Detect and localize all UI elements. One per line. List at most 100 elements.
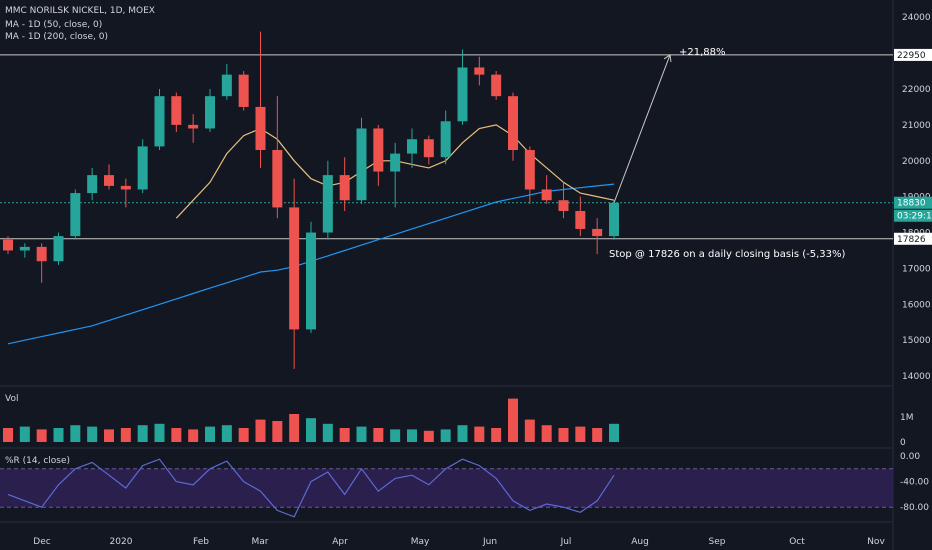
volume-bar (188, 429, 199, 442)
candle (238, 74, 249, 107)
wr-legend: %R (14, close) (5, 456, 71, 466)
candle (592, 228, 603, 237)
candle (120, 185, 131, 190)
wr-tick-label: 0.00 (900, 452, 920, 462)
volume-bar (524, 419, 535, 442)
ma200-legend: MA - 1D (200, close, 0) (5, 32, 108, 42)
volume-bar (457, 425, 468, 442)
stop-price-label: 17826 (897, 235, 926, 245)
volume-bar (339, 428, 350, 442)
volume-bar (474, 426, 485, 442)
candle (137, 146, 148, 190)
volume-bar (87, 426, 98, 442)
candle (272, 150, 283, 208)
x-tick-label: 2020 (110, 537, 133, 547)
projection-arrow (613, 54, 671, 203)
x-tick-label: May (411, 537, 430, 547)
countdown-label-bg (894, 209, 932, 222)
x-tick-label: Mar (252, 537, 269, 547)
volume-bar (137, 425, 148, 442)
countdown-label: 03:29:16 (897, 212, 932, 222)
x-tick-label: Nov (867, 537, 885, 547)
volume-bar (53, 428, 64, 442)
candle (19, 246, 30, 251)
volume-bar (508, 398, 518, 442)
y-tick-label: 16000 (902, 300, 931, 310)
candle (306, 232, 316, 330)
wr-tick-label: -40.00 (900, 478, 929, 488)
volume-bar (440, 429, 451, 442)
volume-bar (289, 414, 300, 442)
x-tick-label: Aug (631, 537, 649, 547)
volume-bar (36, 429, 47, 442)
candle (440, 121, 451, 158)
volume-bar (356, 426, 367, 442)
wr-band (0, 468, 893, 508)
candle (3, 239, 13, 251)
candle (407, 139, 417, 154)
current-price-label: 18830 (897, 199, 926, 209)
volume-bar (221, 425, 232, 442)
candle (322, 175, 333, 233)
current-price-label-bg (894, 196, 932, 209)
volume-bar (407, 429, 417, 442)
candle (339, 175, 350, 201)
candle (205, 96, 215, 129)
volume-bar (541, 425, 552, 442)
candle (154, 96, 165, 147)
candle (87, 175, 98, 194)
volume-legend: Vol (5, 394, 19, 404)
candle (356, 128, 367, 201)
ma50-legend: MA - 1D (50, close, 0) (5, 20, 103, 30)
target-price-label: 22950 (897, 51, 926, 61)
volume-bar (306, 418, 316, 442)
x-tick-label: Feb (193, 537, 209, 547)
x-tick-label: Sep (709, 537, 726, 547)
volume-bar (491, 428, 502, 442)
candle (390, 153, 401, 172)
candle (36, 246, 47, 262)
y-tick-label: 20000 (902, 157, 931, 167)
candle (609, 202, 619, 237)
x-tick-label: Oct (789, 537, 805, 547)
candle (171, 96, 182, 125)
stop-annotation: Stop @ 17826 on a daily closing basis (-… (609, 249, 846, 260)
y-tick-label: 15000 (902, 336, 931, 346)
volume-bar (592, 428, 603, 442)
candle (70, 193, 81, 237)
stop-price-label-bg (894, 232, 932, 245)
candle (524, 150, 535, 190)
volume-bar (3, 428, 13, 442)
candle (373, 128, 384, 172)
candle (457, 67, 468, 122)
candle (104, 175, 114, 186)
y-tick-label: 17000 (902, 264, 931, 274)
symbol-legend: MMC NORILSK NICKEL, 1D, MOEX (5, 6, 155, 16)
volume-bar (255, 419, 266, 442)
y-tick-label: 21000 (902, 121, 931, 131)
wr-tick-label: -80.00 (900, 503, 929, 513)
candle (541, 189, 552, 201)
target-annotation: +21,88% (679, 47, 726, 58)
candle (491, 74, 502, 97)
volume-bar (120, 428, 131, 442)
candle (474, 67, 485, 75)
candle (423, 139, 434, 158)
x-tick-label: Dec (33, 537, 50, 547)
candle (508, 96, 518, 150)
volume-tick-label: 1M (900, 413, 914, 423)
volume-bar (390, 429, 401, 442)
y-tick-label: 14000 (902, 372, 931, 382)
candle (53, 236, 64, 262)
candle (221, 74, 232, 97)
candle (255, 106, 266, 150)
target-price-label-bg (894, 48, 932, 61)
volume-bar (70, 425, 81, 442)
volume-bar (104, 429, 114, 442)
projection-arrowhead (663, 54, 672, 62)
volume-bar (154, 423, 165, 442)
volume-tick-label: 0 (900, 438, 906, 448)
candle (558, 200, 569, 211)
volume-bar (423, 430, 434, 442)
